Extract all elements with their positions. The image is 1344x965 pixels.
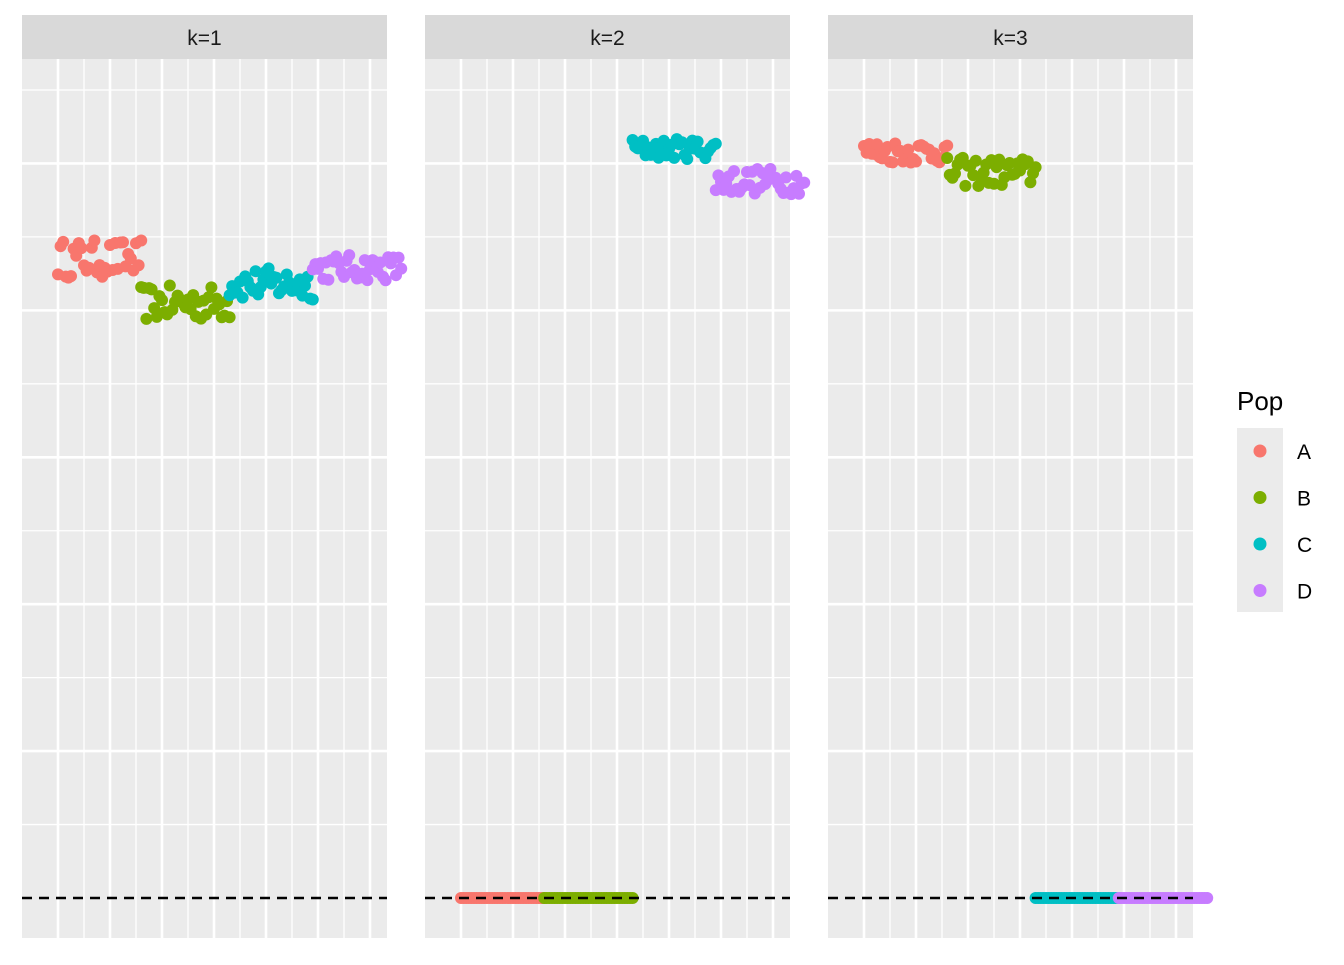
facet-strip: [22, 15, 387, 59]
legend-label-A: A: [1297, 441, 1311, 464]
facet-strip-label: k=3: [993, 27, 1027, 50]
legend-key-C: [1253, 537, 1267, 551]
point-C: [306, 293, 319, 306]
point-A: [132, 259, 145, 272]
legend-label-D: D: [1297, 581, 1312, 604]
point-B: [156, 294, 168, 307]
series-D: [709, 162, 811, 201]
legend-items: A BC D: [1253, 441, 1312, 604]
panel-background: [22, 59, 387, 938]
panel-background: [828, 59, 1193, 938]
point-C: [236, 291, 249, 304]
point-C: [681, 152, 694, 165]
legend-key-B: [1253, 491, 1267, 504]
point-D: [361, 274, 374, 287]
point-A: [135, 234, 148, 247]
point-D: [793, 187, 805, 200]
legend-item-D: D: [1253, 581, 1312, 604]
series-C: [1029, 892, 1125, 904]
legend-key-A: [1253, 444, 1267, 458]
series-A: [52, 234, 148, 284]
point-D: [728, 165, 740, 178]
point-C: [709, 137, 722, 150]
point-D: [764, 162, 777, 175]
point-C: [249, 265, 262, 278]
facet-panels: k=1 k=2 k=3: [22, 15, 1214, 938]
legend-key-background: [1237, 428, 1283, 612]
legend-label-B: B: [1297, 488, 1311, 511]
point-D: [379, 274, 392, 287]
facet-strip-label: k=2: [590, 27, 624, 50]
legend-label-C: C: [1297, 534, 1312, 557]
point-B: [941, 152, 954, 165]
point-A: [117, 236, 129, 249]
legend: Pop A BC D: [1237, 386, 1312, 612]
point-D: [798, 176, 811, 189]
point-C: [270, 271, 283, 284]
point-B: [205, 281, 218, 294]
point-A: [886, 156, 899, 169]
point-A: [910, 155, 922, 168]
point-D: [780, 171, 792, 184]
point-A: [75, 242, 88, 255]
facet-strip: [425, 15, 790, 59]
point-B: [140, 312, 153, 325]
point-A: [871, 138, 883, 151]
point-B: [1029, 161, 1042, 174]
panel-background: [425, 59, 790, 938]
point-A: [941, 139, 954, 152]
point-B: [223, 311, 236, 324]
point-A: [124, 252, 137, 265]
series-D: [1112, 892, 1214, 904]
legend-item-A: A: [1253, 441, 1311, 464]
point-A: [902, 143, 915, 156]
legend-item-B: B: [1253, 488, 1311, 511]
point-B: [145, 283, 158, 296]
point-A: [65, 270, 77, 283]
series-C: [626, 133, 722, 165]
point-B: [969, 154, 982, 167]
point-B: [959, 179, 972, 192]
facet-panel-1: k=1: [22, 15, 408, 938]
point-B: [163, 279, 176, 292]
facet-panel-3: k=3: [828, 15, 1214, 938]
series-D: [306, 249, 408, 287]
series-C: [223, 262, 319, 306]
point-D: [343, 249, 356, 262]
point-D: [1201, 892, 1214, 904]
legend-title: Pop: [1237, 386, 1283, 416]
point-C: [668, 151, 681, 164]
facet-strip: [828, 15, 1193, 59]
point-D: [322, 273, 335, 286]
point-A: [57, 235, 70, 248]
series-B: [941, 151, 1042, 192]
point-A: [88, 234, 101, 247]
point-C: [262, 262, 275, 275]
legend-key-D: [1253, 584, 1267, 597]
legend-item-C: C: [1253, 534, 1312, 557]
point-D: [395, 262, 408, 275]
facet-strip-label: k=1: [187, 27, 221, 50]
point-D: [392, 251, 405, 264]
facet-panel-2: k=2: [425, 15, 811, 938]
point-C: [691, 135, 704, 148]
